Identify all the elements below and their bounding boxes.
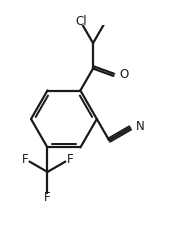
Text: Cl: Cl	[75, 15, 87, 28]
Text: O: O	[119, 69, 129, 81]
Text: F: F	[22, 153, 28, 166]
Text: N: N	[136, 119, 145, 133]
Text: F: F	[44, 191, 51, 204]
Text: F: F	[67, 153, 73, 166]
